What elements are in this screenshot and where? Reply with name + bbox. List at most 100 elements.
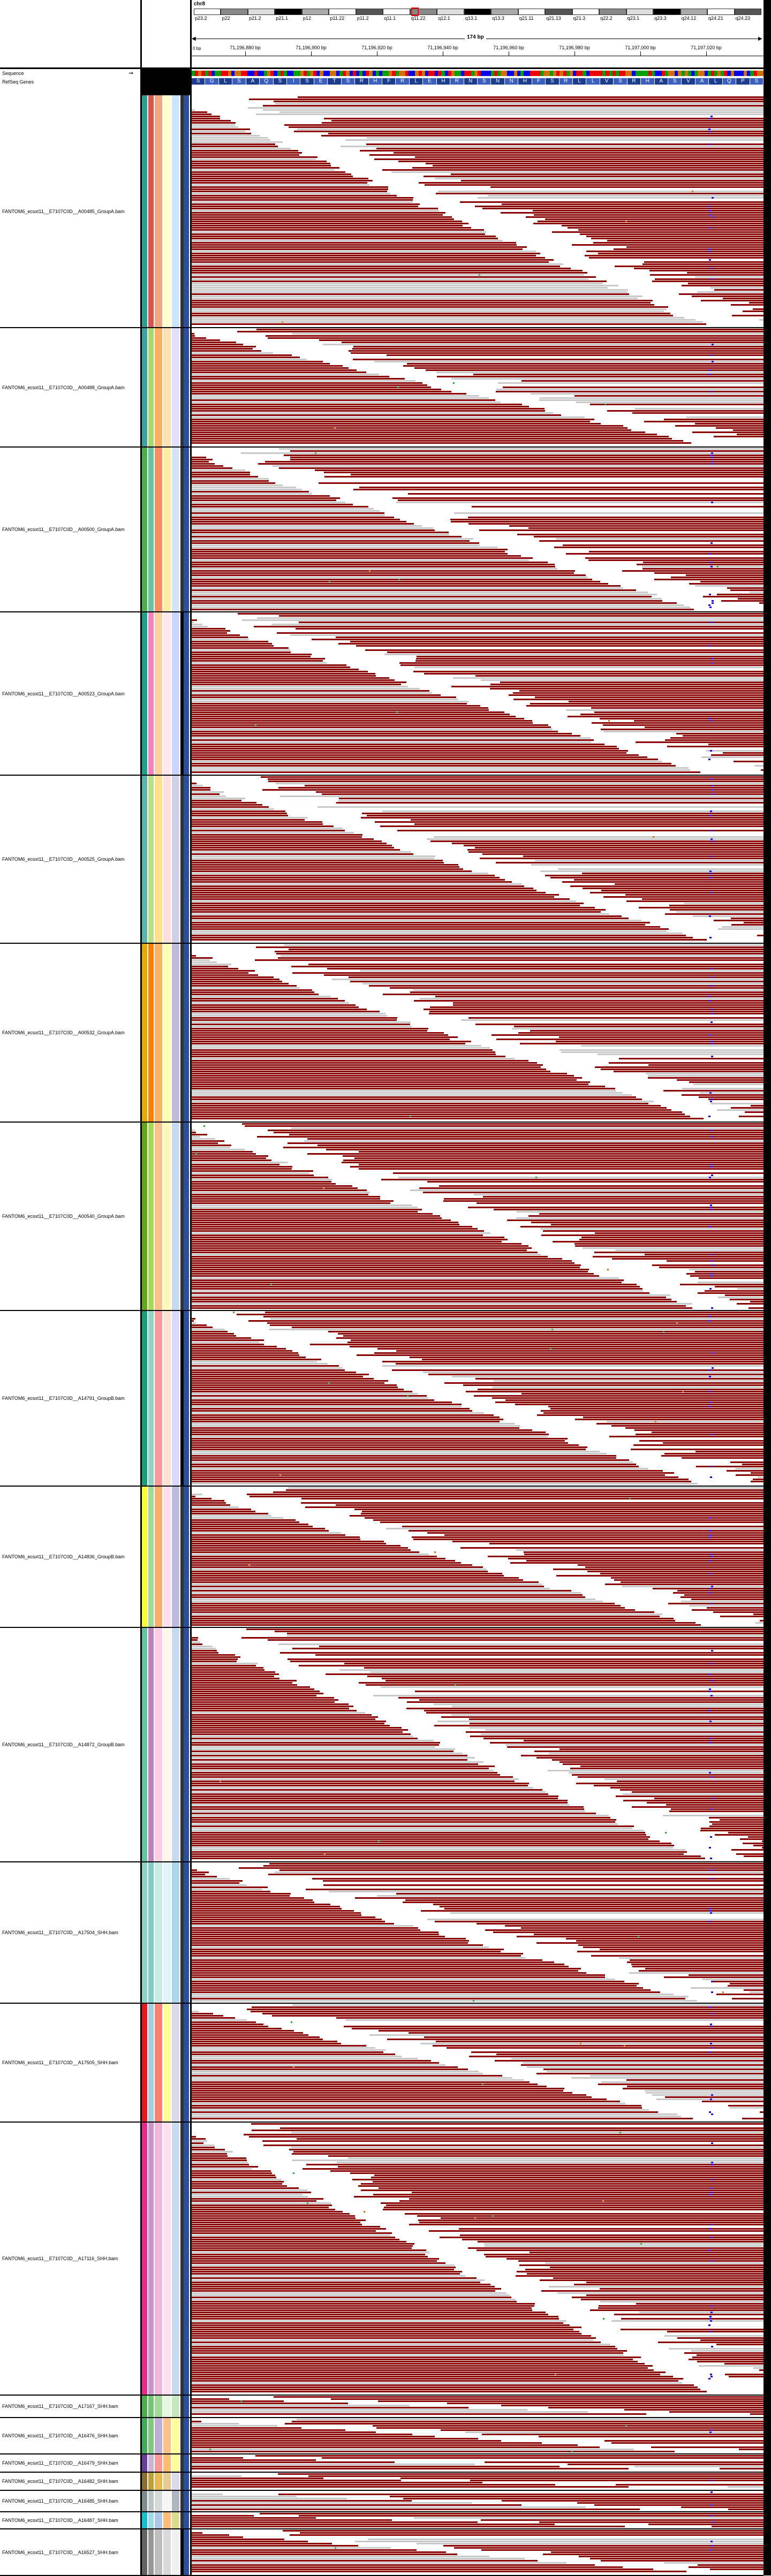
sample-attribute-cell[interactable]: [148, 2529, 154, 2575]
read[interactable]: [430, 840, 764, 842]
sample-attribute-cell[interactable]: [163, 775, 171, 943]
read[interactable]: [406, 1708, 764, 1709]
read[interactable]: [482, 208, 764, 209]
read[interactable]: [291, 2421, 764, 2422]
read[interactable]: [192, 354, 292, 356]
read[interactable]: [470, 1736, 764, 1737]
read[interactable]: [192, 1380, 388, 1382]
read[interactable]: [192, 1318, 195, 1320]
read[interactable]: [192, 1746, 435, 1748]
read[interactable]: [192, 1669, 265, 1671]
read[interactable]: [192, 1748, 455, 1750]
read[interactable]: [192, 2365, 653, 2367]
sample-attribute-cell[interactable]: [163, 2529, 171, 2575]
read[interactable]: [192, 1872, 209, 1873]
read[interactable]: [192, 979, 280, 980]
read[interactable]: [416, 656, 764, 657]
read[interactable]: [192, 365, 343, 367]
read[interactable]: [192, 1239, 508, 1240]
read[interactable]: [192, 1136, 201, 1138]
read[interactable]: [469, 1718, 764, 1720]
read[interactable]: [468, 523, 764, 525]
sample-attribute-cell[interactable]: [148, 1486, 154, 1627]
read[interactable]: [192, 2442, 542, 2444]
read[interactable]: [556, 1041, 764, 1042]
read[interactable]: [483, 1738, 764, 1739]
read[interactable]: [192, 2267, 456, 2268]
read[interactable]: [654, 572, 764, 574]
read[interactable]: [192, 1002, 349, 1004]
read[interactable]: [589, 404, 764, 405]
read[interactable]: [598, 2307, 764, 2309]
read[interactable]: [717, 1297, 764, 1298]
read[interactable]: [463, 1384, 764, 1386]
read[interactable]: [192, 2054, 395, 2055]
read[interactable]: [576, 1783, 764, 1784]
read[interactable]: [483, 1196, 764, 1198]
read[interactable]: [396, 1350, 764, 1352]
read[interactable]: [192, 1451, 600, 1452]
read[interactable]: [753, 1613, 764, 1615]
read[interactable]: [192, 2346, 615, 2347]
read[interactable]: [192, 135, 260, 137]
read[interactable]: [192, 2189, 307, 2191]
read[interactable]: [192, 1985, 637, 1987]
read[interactable]: [192, 664, 346, 666]
read[interactable]: [192, 741, 592, 743]
read[interactable]: [670, 737, 764, 739]
read[interactable]: [192, 686, 409, 687]
read[interactable]: [192, 1680, 297, 1681]
read[interactable]: [292, 2160, 764, 2161]
read[interactable]: [413, 671, 764, 672]
read[interactable]: [490, 1742, 764, 1744]
read[interactable]: [192, 583, 609, 585]
read[interactable]: [474, 206, 764, 207]
read[interactable]: [267, 1639, 764, 1641]
cytoband[interactable]: [599, 9, 626, 15]
read[interactable]: [724, 2374, 764, 2375]
read[interactable]: [577, 1776, 764, 1778]
read[interactable]: [192, 735, 580, 737]
read[interactable]: [192, 2147, 215, 2148]
read[interactable]: [614, 1071, 764, 1072]
read[interactable]: [510, 1562, 764, 1564]
read[interactable]: [192, 1194, 368, 1195]
read[interactable]: [192, 1586, 544, 1587]
read[interactable]: [192, 983, 289, 984]
read[interactable]: [516, 1936, 764, 1937]
read[interactable]: [192, 1725, 390, 1726]
read[interactable]: [192, 154, 299, 156]
read[interactable]: [192, 2202, 331, 2204]
read[interactable]: [192, 2175, 276, 2176]
read[interactable]: [192, 1605, 621, 1607]
read[interactable]: [192, 1729, 409, 1731]
read[interactable]: [192, 898, 570, 900]
read[interactable]: [192, 1923, 395, 1925]
read[interactable]: [600, 2301, 764, 2302]
read[interactable]: [192, 864, 458, 866]
read[interactable]: [361, 1511, 764, 1512]
sample-attribute-cell[interactable]: [172, 2529, 179, 2575]
read[interactable]: [192, 1566, 483, 1568]
read[interactable]: [646, 1802, 764, 1804]
read[interactable]: [453, 2547, 764, 2549]
read[interactable]: [192, 2062, 440, 2064]
read[interactable]: [192, 581, 601, 582]
read[interactable]: [509, 525, 764, 527]
read[interactable]: [360, 817, 764, 819]
read[interactable]: [192, 1217, 442, 1219]
sample-attribute-cell[interactable]: [142, 447, 147, 612]
sample-attribute-cell[interactable]: [184, 1862, 189, 2003]
read[interactable]: [192, 858, 434, 859]
read[interactable]: [192, 1444, 579, 1446]
read[interactable]: [596, 1423, 764, 1425]
read[interactable]: [192, 2098, 607, 2100]
read[interactable]: [585, 557, 764, 559]
read[interactable]: [319, 339, 764, 341]
read[interactable]: [469, 2056, 764, 2057]
sample-attribute-cell[interactable]: [155, 775, 162, 943]
read[interactable]: [475, 1378, 764, 1380]
read[interactable]: [192, 2264, 455, 2266]
read[interactable]: [192, 564, 555, 565]
read[interactable]: [721, 926, 764, 928]
